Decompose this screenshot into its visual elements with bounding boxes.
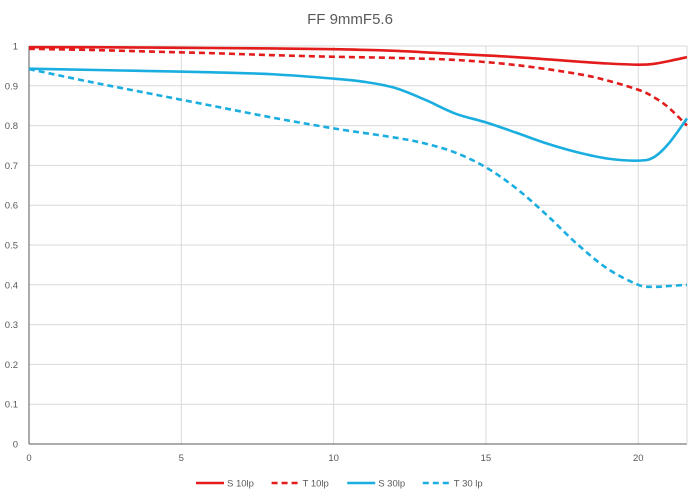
legend: S 10lp T 10lp S 30lp T 30 lp [196,479,483,490]
y-tick-label: 0.9 [5,81,18,92]
series-line-t-10lp [28,47,688,127]
y-tick-label: 0.4 [5,280,18,291]
x-tick-label: 5 [179,453,184,464]
y-tick-label: 0.5 [5,241,18,252]
axes [28,46,688,445]
legend-label-s-30lp: S 30lp [378,479,405,490]
legend-label-t-10lp: T 10lp [303,479,329,490]
y-tick-label: 0.7 [5,161,18,172]
y-tick-label: 0.6 [5,201,18,212]
y-tick-label: 0.1 [5,400,18,411]
series-line-s-10lp [28,45,688,67]
y-tick-label: 0.8 [5,121,18,132]
tick-labels: 00.10.20.30.40.50.60.70.80.910 5 10 15 20 [5,42,644,465]
y-tick-label: 1 [13,42,18,53]
series-line-s-30lp [28,67,689,162]
y-tick-label: 0.2 [5,360,18,371]
chart-title: FF 9mmF5.6 [307,11,393,28]
series-line-t-30-lp [28,67,688,289]
legend-label-t-30-lp: T 30 lp [454,479,483,490]
x-tick-label: 0 [26,453,31,464]
y-tick-label: 0 [13,440,18,451]
x-tick-label: 10 [328,453,339,464]
y-tick-label: 0.3 [5,320,18,331]
grid-lines [29,45,687,444]
x-tick-label: 15 [481,453,492,464]
x-tick-label: 20 [633,453,644,464]
series-lines [28,45,689,289]
legend-label-s-10lp: S 10lp [227,479,254,490]
